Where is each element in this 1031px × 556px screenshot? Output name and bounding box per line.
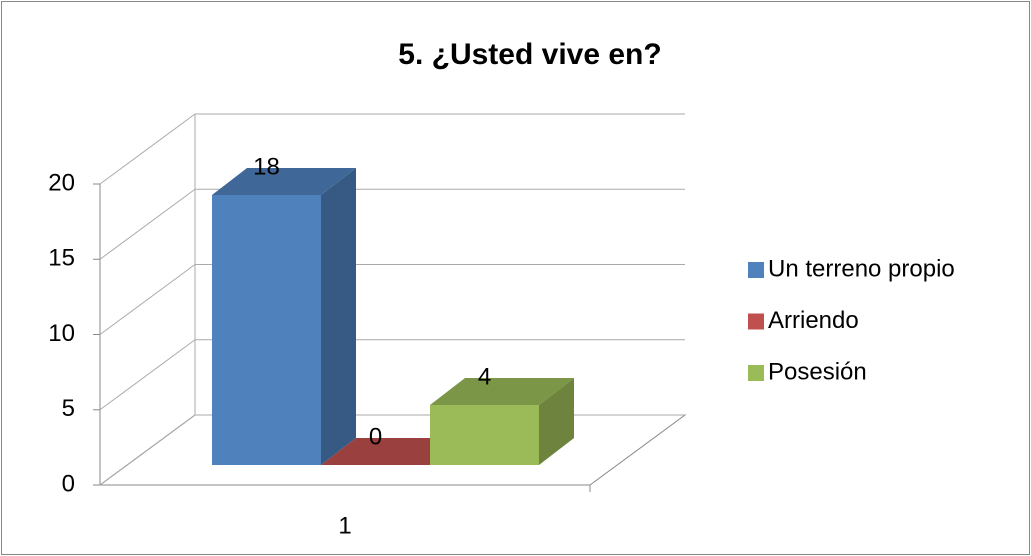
legend-label: Un terreno propio [768, 255, 955, 282]
y-tick-label: 10 [48, 320, 75, 347]
grid-line [99, 113, 196, 185]
x-tick-label: 1 [338, 512, 351, 539]
legend-swatch [748, 313, 764, 330]
grid-line [99, 188, 196, 260]
y-tick-label: 20 [48, 169, 75, 196]
bar-side [321, 168, 356, 465]
bar-top [430, 378, 574, 405]
y-tick-label: 0 [62, 470, 75, 497]
y-tick-label: 15 [48, 245, 75, 272]
legend-label: Arriendo [768, 307, 859, 334]
grid-line [99, 264, 196, 335]
legend-swatch [748, 365, 764, 381]
legend-label: Posesión [768, 358, 867, 385]
grid-line [99, 414, 196, 486]
bar-top [321, 438, 465, 465]
data-label: 4 [478, 363, 491, 390]
bar-top [212, 168, 356, 195]
data-label: 0 [369, 423, 382, 450]
grid-line [99, 339, 196, 411]
data-label: 18 [253, 153, 280, 180]
bar [430, 405, 539, 465]
bar-side [539, 378, 574, 465]
y-tick-label: 5 [62, 395, 75, 422]
bar [212, 195, 321, 465]
legend-swatch [748, 262, 764, 278]
chart-title: 5. ¿Usted vive en? [398, 38, 661, 71]
